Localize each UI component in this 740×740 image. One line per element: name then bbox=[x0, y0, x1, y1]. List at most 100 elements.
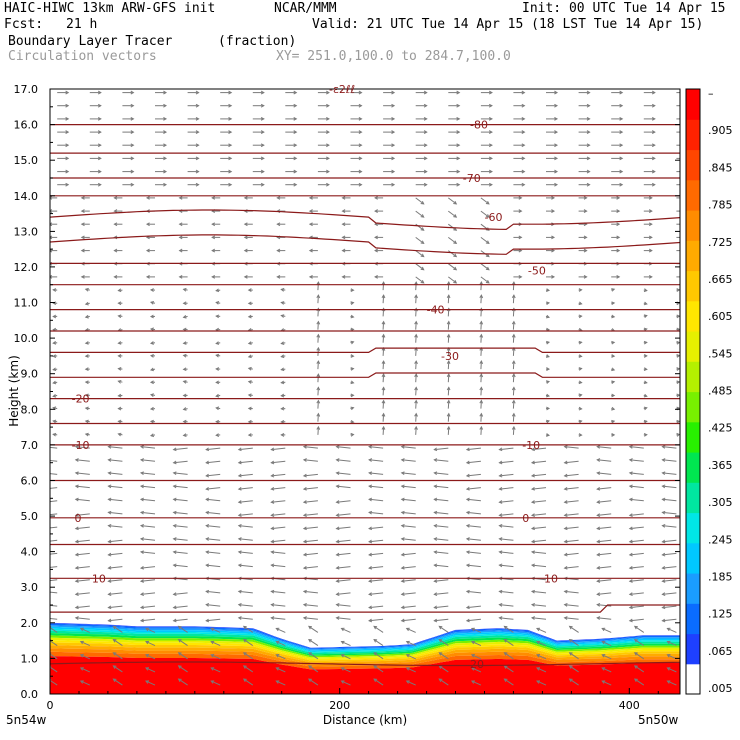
vector-arrow bbox=[243, 678, 254, 686]
vector-arrowhead bbox=[470, 640, 475, 645]
vector-arrowhead bbox=[381, 399, 386, 404]
vector-arrowhead bbox=[341, 196, 346, 200]
vector-arrowhead bbox=[177, 652, 182, 656]
vector-arrowhead bbox=[139, 523, 144, 528]
vector-arrow bbox=[173, 511, 188, 515]
vector-arrowhead bbox=[568, 678, 573, 683]
vector-arrowhead bbox=[518, 196, 523, 200]
vector-arrow bbox=[271, 564, 286, 568]
vector-arrow bbox=[173, 605, 188, 609]
vector-arrowhead bbox=[456, 143, 461, 148]
vector-arrow bbox=[373, 665, 384, 673]
vector-arrow bbox=[75, 513, 90, 516]
vector-arrowhead bbox=[400, 537, 405, 541]
vector-arrowhead bbox=[488, 103, 493, 108]
vector-arrow bbox=[531, 551, 547, 554]
vector-arrow bbox=[50, 653, 58, 660]
vector-arrowhead bbox=[270, 539, 275, 544]
vector-arrow bbox=[564, 460, 579, 464]
vector-arrowhead bbox=[530, 513, 535, 518]
vector-arrowhead bbox=[373, 639, 378, 643]
vector-arrowhead bbox=[530, 539, 535, 544]
vector-arrowhead bbox=[628, 618, 633, 623]
vector-arrow bbox=[466, 473, 481, 477]
vector-arrow bbox=[50, 679, 58, 686]
vector-arrow bbox=[341, 627, 351, 633]
vector-arrow bbox=[303, 500, 318, 503]
vector-arrowhead bbox=[488, 182, 493, 187]
vector-arrowhead bbox=[84, 393, 89, 398]
vector-arrow bbox=[173, 485, 188, 489]
vector-arrowhead bbox=[350, 340, 355, 345]
vector-arrowhead bbox=[195, 117, 200, 121]
vector-arrow bbox=[75, 539, 90, 543]
vector-arrow bbox=[415, 400, 417, 409]
vector-arrowhead bbox=[420, 214, 425, 218]
vector-arrow bbox=[108, 566, 123, 569]
vector-arrowhead bbox=[368, 471, 373, 476]
vector-arrowhead bbox=[433, 563, 438, 568]
vector-arrowhead bbox=[74, 458, 79, 462]
vector-arrow bbox=[480, 387, 482, 396]
vector-arrow bbox=[75, 459, 90, 462]
colorbar-swatch bbox=[686, 149, 700, 181]
vector-arrowhead bbox=[195, 169, 200, 174]
vector-arrow bbox=[317, 374, 319, 383]
vector-arrow bbox=[276, 627, 286, 633]
vector-arrowhead bbox=[465, 589, 470, 594]
vector-arrow bbox=[140, 579, 156, 582]
vector-arrowhead bbox=[488, 143, 493, 148]
vector-arrowhead bbox=[79, 627, 84, 632]
vector-arrowhead bbox=[335, 579, 340, 583]
vector-arrow bbox=[512, 361, 515, 370]
vector-arrowhead bbox=[479, 399, 484, 404]
vector-arrowhead bbox=[139, 484, 144, 489]
vector-arrowhead bbox=[308, 275, 313, 279]
vector-arrow bbox=[415, 210, 425, 218]
vector-arrowhead bbox=[414, 425, 418, 430]
vector-arrowhead bbox=[247, 419, 252, 424]
vector-arrowhead bbox=[368, 458, 373, 462]
vector-arrowhead bbox=[215, 367, 220, 371]
vector-arrowhead bbox=[381, 320, 386, 325]
vector-arrowhead bbox=[651, 130, 656, 134]
vector-arrowhead bbox=[616, 235, 621, 240]
vector-arrowhead bbox=[247, 393, 252, 398]
vector-arrow bbox=[140, 618, 156, 622]
vector-arrow bbox=[206, 618, 221, 622]
colorbar-swatch bbox=[686, 573, 700, 604]
colorbar-swatch bbox=[686, 240, 700, 272]
vector-arrow bbox=[499, 447, 514, 451]
vector-arrowhead bbox=[611, 288, 616, 292]
vector-arrowhead bbox=[400, 444, 405, 449]
vector-arrow bbox=[480, 276, 490, 284]
vector-arrowhead bbox=[260, 117, 265, 121]
vector-arrowhead bbox=[149, 419, 154, 424]
vector-arrowhead bbox=[260, 143, 265, 148]
vector-arrow bbox=[271, 487, 286, 490]
vector-arrow bbox=[271, 551, 286, 554]
vector-arrowhead bbox=[400, 618, 405, 623]
vector-arrow bbox=[108, 605, 123, 609]
vector-arrowhead bbox=[682, 210, 685, 213]
vector-arrowhead bbox=[316, 386, 321, 391]
vector-arrow bbox=[336, 579, 351, 582]
vector-arrowhead bbox=[433, 510, 438, 515]
vector-arrow bbox=[531, 500, 547, 503]
vector-arrow bbox=[317, 400, 319, 409]
vector-arrow bbox=[434, 579, 449, 582]
vector-arrowhead bbox=[308, 652, 312, 656]
colorbar-swatch bbox=[686, 210, 700, 241]
vector-arrowhead bbox=[479, 425, 484, 430]
colorbar-label: .905 bbox=[708, 124, 733, 137]
vector-arrowhead bbox=[178, 196, 183, 200]
vector-arrowhead bbox=[113, 196, 118, 200]
vector-arrow bbox=[480, 347, 482, 356]
vector-arrow bbox=[145, 667, 156, 673]
vector-arrowhead bbox=[52, 394, 57, 398]
vector-arrowhead bbox=[438, 678, 443, 683]
vector-arrow bbox=[276, 641, 286, 647]
vector-arrowhead bbox=[400, 458, 405, 462]
vector-arrowhead bbox=[178, 235, 183, 240]
vector-arrow bbox=[271, 526, 286, 530]
